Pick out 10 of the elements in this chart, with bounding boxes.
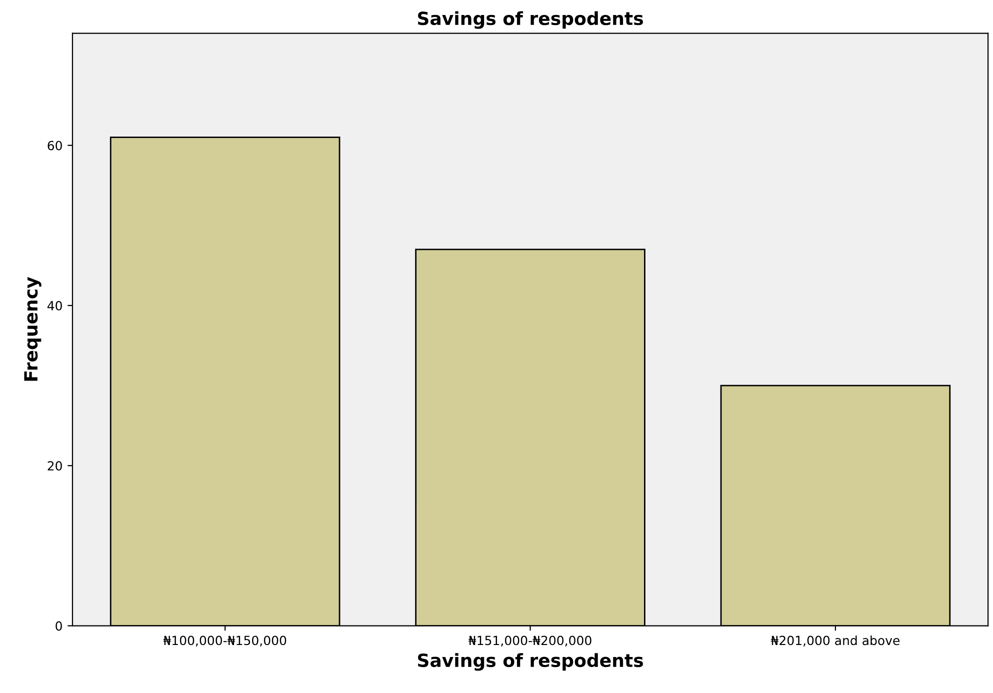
y-tick-label: 40: [47, 300, 62, 310]
y-tick-label: 60: [48, 140, 62, 150]
x-tick-label: ₦151,000-₦200,000: [468, 636, 592, 646]
y-tick-label: 0: [56, 621, 62, 631]
y-axis-title: Frequency: [24, 277, 42, 381]
x-axis-title: Savings of respodents: [418, 653, 643, 671]
chart-title: Savings of respodents: [418, 11, 643, 29]
x-tick-label: ₦100,000-₦150,000: [163, 636, 286, 646]
x-tick-label: ₦201,000 and above: [770, 636, 900, 646]
y-tick-label: 20: [48, 461, 62, 471]
